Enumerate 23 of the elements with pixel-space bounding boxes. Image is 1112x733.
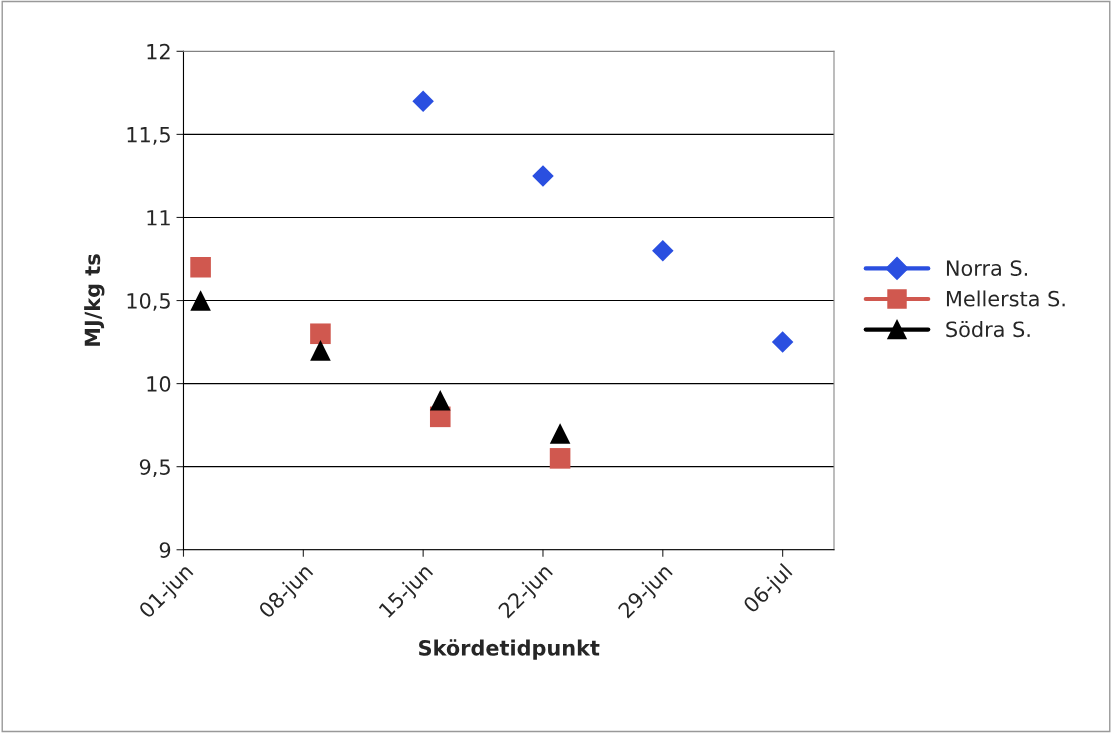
point: [652, 239, 674, 262]
point: [771, 331, 794, 353]
y-tick-label: 11,5: [127, 127, 170, 145]
point: [429, 389, 451, 411]
point: [190, 290, 211, 311]
y-tick-label: 10: [147, 376, 171, 392]
point: [412, 90, 434, 112]
y-tick-label: 12: [147, 43, 170, 60]
point: [190, 257, 211, 278]
legend-label: Norra S.: [946, 260, 1028, 276]
y-tick-label: 11: [147, 210, 170, 226]
y-tick-label: 9: [159, 542, 171, 558]
point: [549, 448, 571, 469]
legend-label: Mellersta S.: [946, 290, 1065, 307]
point: [310, 340, 331, 361]
y-axis-title: MJ/kg ts: [84, 254, 105, 346]
y-tick-label: 10,5: [127, 292, 170, 311]
point: [549, 423, 571, 444]
y-tick-label: 9,5: [139, 459, 170, 478]
legend-label: Södra S.: [946, 321, 1030, 338]
point: [532, 165, 554, 187]
point: [310, 323, 331, 345]
x-axis-title: Skördetidpunkt: [419, 639, 600, 660]
